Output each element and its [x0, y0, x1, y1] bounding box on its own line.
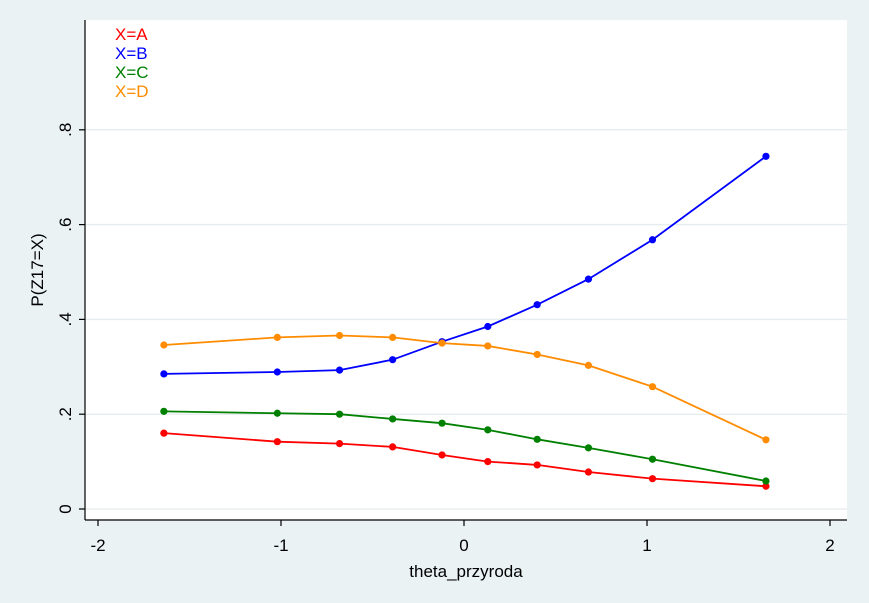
data-point-3-5 [484, 342, 492, 350]
y-tick-label-1: .2 [56, 407, 75, 421]
data-point-0-6 [533, 461, 541, 469]
legend-entry-1: X=B [115, 44, 148, 63]
data-point-3-0 [160, 341, 168, 349]
data-point-1-7 [584, 275, 593, 283]
data-point-2-4 [438, 419, 446, 427]
data-point-3-9 [762, 436, 770, 444]
x-tick-label-0: -2 [90, 536, 105, 555]
x-tick-label-3: 1 [642, 536, 651, 555]
series-line-0 [163, 432, 767, 488]
data-point-0-0 [160, 429, 168, 437]
x-tick-label-2: 0 [459, 536, 468, 555]
data-point-2-5 [484, 426, 492, 434]
data-point-2-2 [335, 410, 344, 418]
plot-area [85, 20, 847, 520]
data-point-3-3 [389, 333, 397, 342]
series-0 [160, 429, 770, 490]
data-point-0-5 [484, 458, 492, 466]
data-point-1-2 [335, 366, 344, 374]
data-point-2-6 [533, 435, 541, 443]
series-line-3 [163, 334, 767, 441]
y-tick-label-2: .4 [56, 312, 75, 326]
data-point-3-7 [584, 361, 593, 369]
data-point-0-4 [438, 451, 446, 459]
data-point-3-4 [438, 339, 446, 347]
legend-entry-3: X=D [115, 82, 149, 101]
y-tick-label-3: .6 [56, 218, 75, 232]
data-point-0-3 [389, 443, 397, 451]
data-point-3-1 [273, 333, 281, 342]
legend-entry-2: X=C [115, 63, 149, 82]
data-point-2-9 [762, 477, 770, 485]
series-line-1 [163, 155, 767, 375]
data-point-2-0 [160, 407, 168, 415]
data-point-2-8 [648, 455, 657, 463]
data-point-3-6 [533, 350, 541, 359]
data-point-1-8 [648, 236, 657, 244]
data-point-0-1 [273, 438, 281, 446]
legend-entry-0: X=A [115, 25, 148, 44]
grid-lines [85, 129, 847, 510]
y-tick-label-4: .8 [56, 123, 75, 137]
series-3 [160, 331, 770, 444]
x-axis-title: theta_przyroda [409, 562, 523, 581]
data-point-2-3 [389, 415, 397, 423]
x-tick-label-1: -1 [273, 536, 288, 555]
data-point-2-7 [584, 444, 593, 452]
x-tick-label-4: 2 [825, 536, 834, 555]
data-point-1-6 [533, 301, 541, 309]
data-point-0-7 [584, 468, 593, 476]
data-point-1-1 [273, 368, 281, 376]
data-point-0-9 [762, 482, 770, 490]
data-point-0-8 [648, 475, 657, 483]
data-point-3-2 [335, 331, 344, 340]
y-tick-label-0: 0 [56, 504, 75, 513]
y-axis-title: P(Z17=X) [28, 233, 47, 306]
data-point-1-0 [160, 370, 168, 378]
legend: X=AX=BX=CX=D [115, 25, 149, 101]
data-point-0-2 [335, 439, 344, 448]
data-point-1-5 [484, 322, 492, 331]
series-1 [160, 152, 770, 378]
data-point-2-1 [273, 409, 281, 417]
data-point-1-9 [762, 152, 770, 160]
data-point-3-8 [648, 383, 657, 391]
series-layer [160, 152, 770, 490]
series-2 [160, 407, 770, 485]
series-line-2 [163, 410, 767, 482]
axes: 0 .2 .4 .6 .8 -2 -1 0 1 2 [56, 20, 847, 555]
data-point-1-3 [389, 356, 397, 364]
